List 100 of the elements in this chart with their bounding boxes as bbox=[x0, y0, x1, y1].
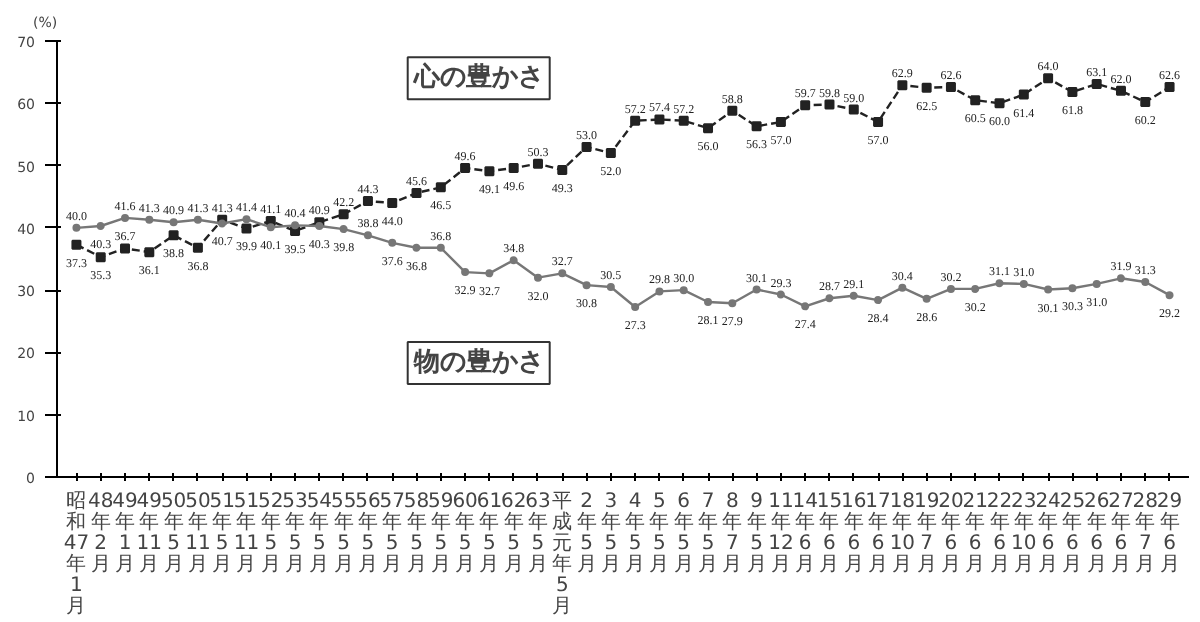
x-tick-label: 55年5月 bbox=[330, 491, 357, 576]
point bbox=[435, 182, 446, 193]
x-tick-label: 24年6月 bbox=[1035, 491, 1061, 576]
x-tick-label: 52年5月 bbox=[258, 491, 284, 576]
point bbox=[509, 256, 518, 265]
x-tick-label: 19年7月 bbox=[913, 491, 940, 576]
point bbox=[218, 219, 227, 228]
point bbox=[1116, 274, 1125, 283]
point bbox=[558, 269, 567, 278]
x-tick-label: 50年11月 bbox=[185, 491, 211, 576]
point bbox=[71, 239, 82, 250]
point bbox=[1019, 279, 1028, 288]
point bbox=[606, 283, 615, 292]
x-tick-label: 61年5月 bbox=[476, 491, 503, 576]
point bbox=[484, 166, 495, 177]
point bbox=[461, 268, 470, 277]
x-tick-label: 9年5月 bbox=[746, 491, 767, 576]
point bbox=[1115, 85, 1126, 96]
x-tick-label: 平成元年5月 bbox=[552, 491, 573, 618]
point bbox=[897, 80, 908, 91]
point bbox=[411, 187, 422, 198]
point bbox=[971, 284, 980, 293]
point bbox=[678, 115, 689, 126]
point bbox=[874, 296, 883, 305]
x-tick-label: 62年5月 bbox=[500, 491, 527, 576]
point bbox=[144, 247, 155, 258]
x-tick-label: 6年5月 bbox=[673, 491, 694, 576]
point bbox=[801, 302, 810, 311]
x-tick-label: 7年5月 bbox=[698, 491, 719, 576]
point bbox=[679, 286, 688, 295]
point bbox=[533, 273, 542, 282]
x-tick-label: 18年10月 bbox=[889, 491, 916, 576]
point bbox=[776, 290, 785, 299]
point bbox=[192, 242, 203, 253]
point bbox=[291, 221, 300, 230]
x-tick-label: 49年11月 bbox=[136, 491, 163, 576]
x-tick-label: 49年1月 bbox=[112, 491, 138, 576]
point bbox=[898, 283, 907, 292]
point bbox=[921, 82, 932, 93]
point bbox=[362, 196, 373, 207]
x-tick-label: 58年5月 bbox=[403, 491, 430, 576]
point bbox=[945, 82, 956, 93]
point bbox=[168, 230, 179, 241]
point bbox=[1140, 97, 1151, 108]
point bbox=[654, 114, 665, 125]
point bbox=[631, 302, 640, 311]
x-tick-label: 2年5月 bbox=[576, 491, 597, 576]
point bbox=[605, 148, 616, 159]
point bbox=[436, 243, 445, 252]
point bbox=[412, 243, 421, 252]
x-tick-label: 16年6月 bbox=[841, 491, 867, 576]
point bbox=[800, 100, 811, 111]
x-tick-label: 60年5月 bbox=[452, 491, 478, 576]
point bbox=[169, 218, 178, 227]
point bbox=[1044, 285, 1053, 294]
point bbox=[388, 238, 397, 247]
x-tick-label: 26年6月 bbox=[1083, 491, 1110, 576]
x-tick-label: 5年5月 bbox=[649, 491, 670, 576]
x-tick-label: 28年7月 bbox=[1132, 491, 1159, 576]
point bbox=[339, 225, 348, 234]
point bbox=[946, 284, 955, 293]
point bbox=[120, 243, 131, 254]
text: 物の豊かさ bbox=[411, 347, 544, 378]
point bbox=[630, 115, 641, 126]
x-tick-label: 22年6月 bbox=[986, 491, 1013, 576]
point bbox=[1165, 291, 1174, 300]
point bbox=[1067, 87, 1078, 98]
x-tick-label: 57年5月 bbox=[379, 491, 405, 576]
point bbox=[1068, 284, 1077, 293]
point bbox=[728, 299, 737, 308]
x-tick-label: 8年7月 bbox=[722, 491, 743, 576]
point bbox=[95, 252, 106, 263]
point bbox=[241, 223, 252, 234]
point bbox=[242, 215, 251, 224]
point bbox=[703, 123, 714, 134]
x-tick-label: 51年5月 bbox=[209, 491, 235, 576]
point bbox=[193, 215, 202, 224]
point bbox=[1092, 279, 1101, 288]
x-tick-label: 27年6月 bbox=[1108, 491, 1134, 576]
point bbox=[1043, 73, 1054, 84]
point bbox=[121, 213, 130, 222]
x-tick-label: 14年6月 bbox=[792, 491, 818, 576]
point bbox=[873, 116, 884, 127]
x-tick-label: 23年10月 bbox=[1011, 491, 1037, 576]
point bbox=[994, 98, 1005, 109]
point bbox=[96, 221, 105, 230]
x-tick-label: 48年2月 bbox=[88, 491, 114, 576]
point bbox=[338, 209, 349, 220]
x-tick-label: 56年5月 bbox=[355, 491, 381, 576]
x-tick-label: 63年5月 bbox=[525, 491, 551, 576]
x-tick-label: 昭和47年1月 bbox=[63, 491, 90, 618]
point bbox=[460, 163, 471, 174]
x-tick-label: 25年6月 bbox=[1059, 491, 1086, 576]
text: 心の豊かさ bbox=[411, 61, 544, 94]
point bbox=[751, 121, 762, 132]
x-tick-label: 54年5月 bbox=[306, 491, 333, 576]
point bbox=[727, 105, 738, 116]
point bbox=[824, 99, 835, 110]
x-tick-label: 4年5月 bbox=[625, 491, 646, 576]
point bbox=[1164, 82, 1175, 93]
